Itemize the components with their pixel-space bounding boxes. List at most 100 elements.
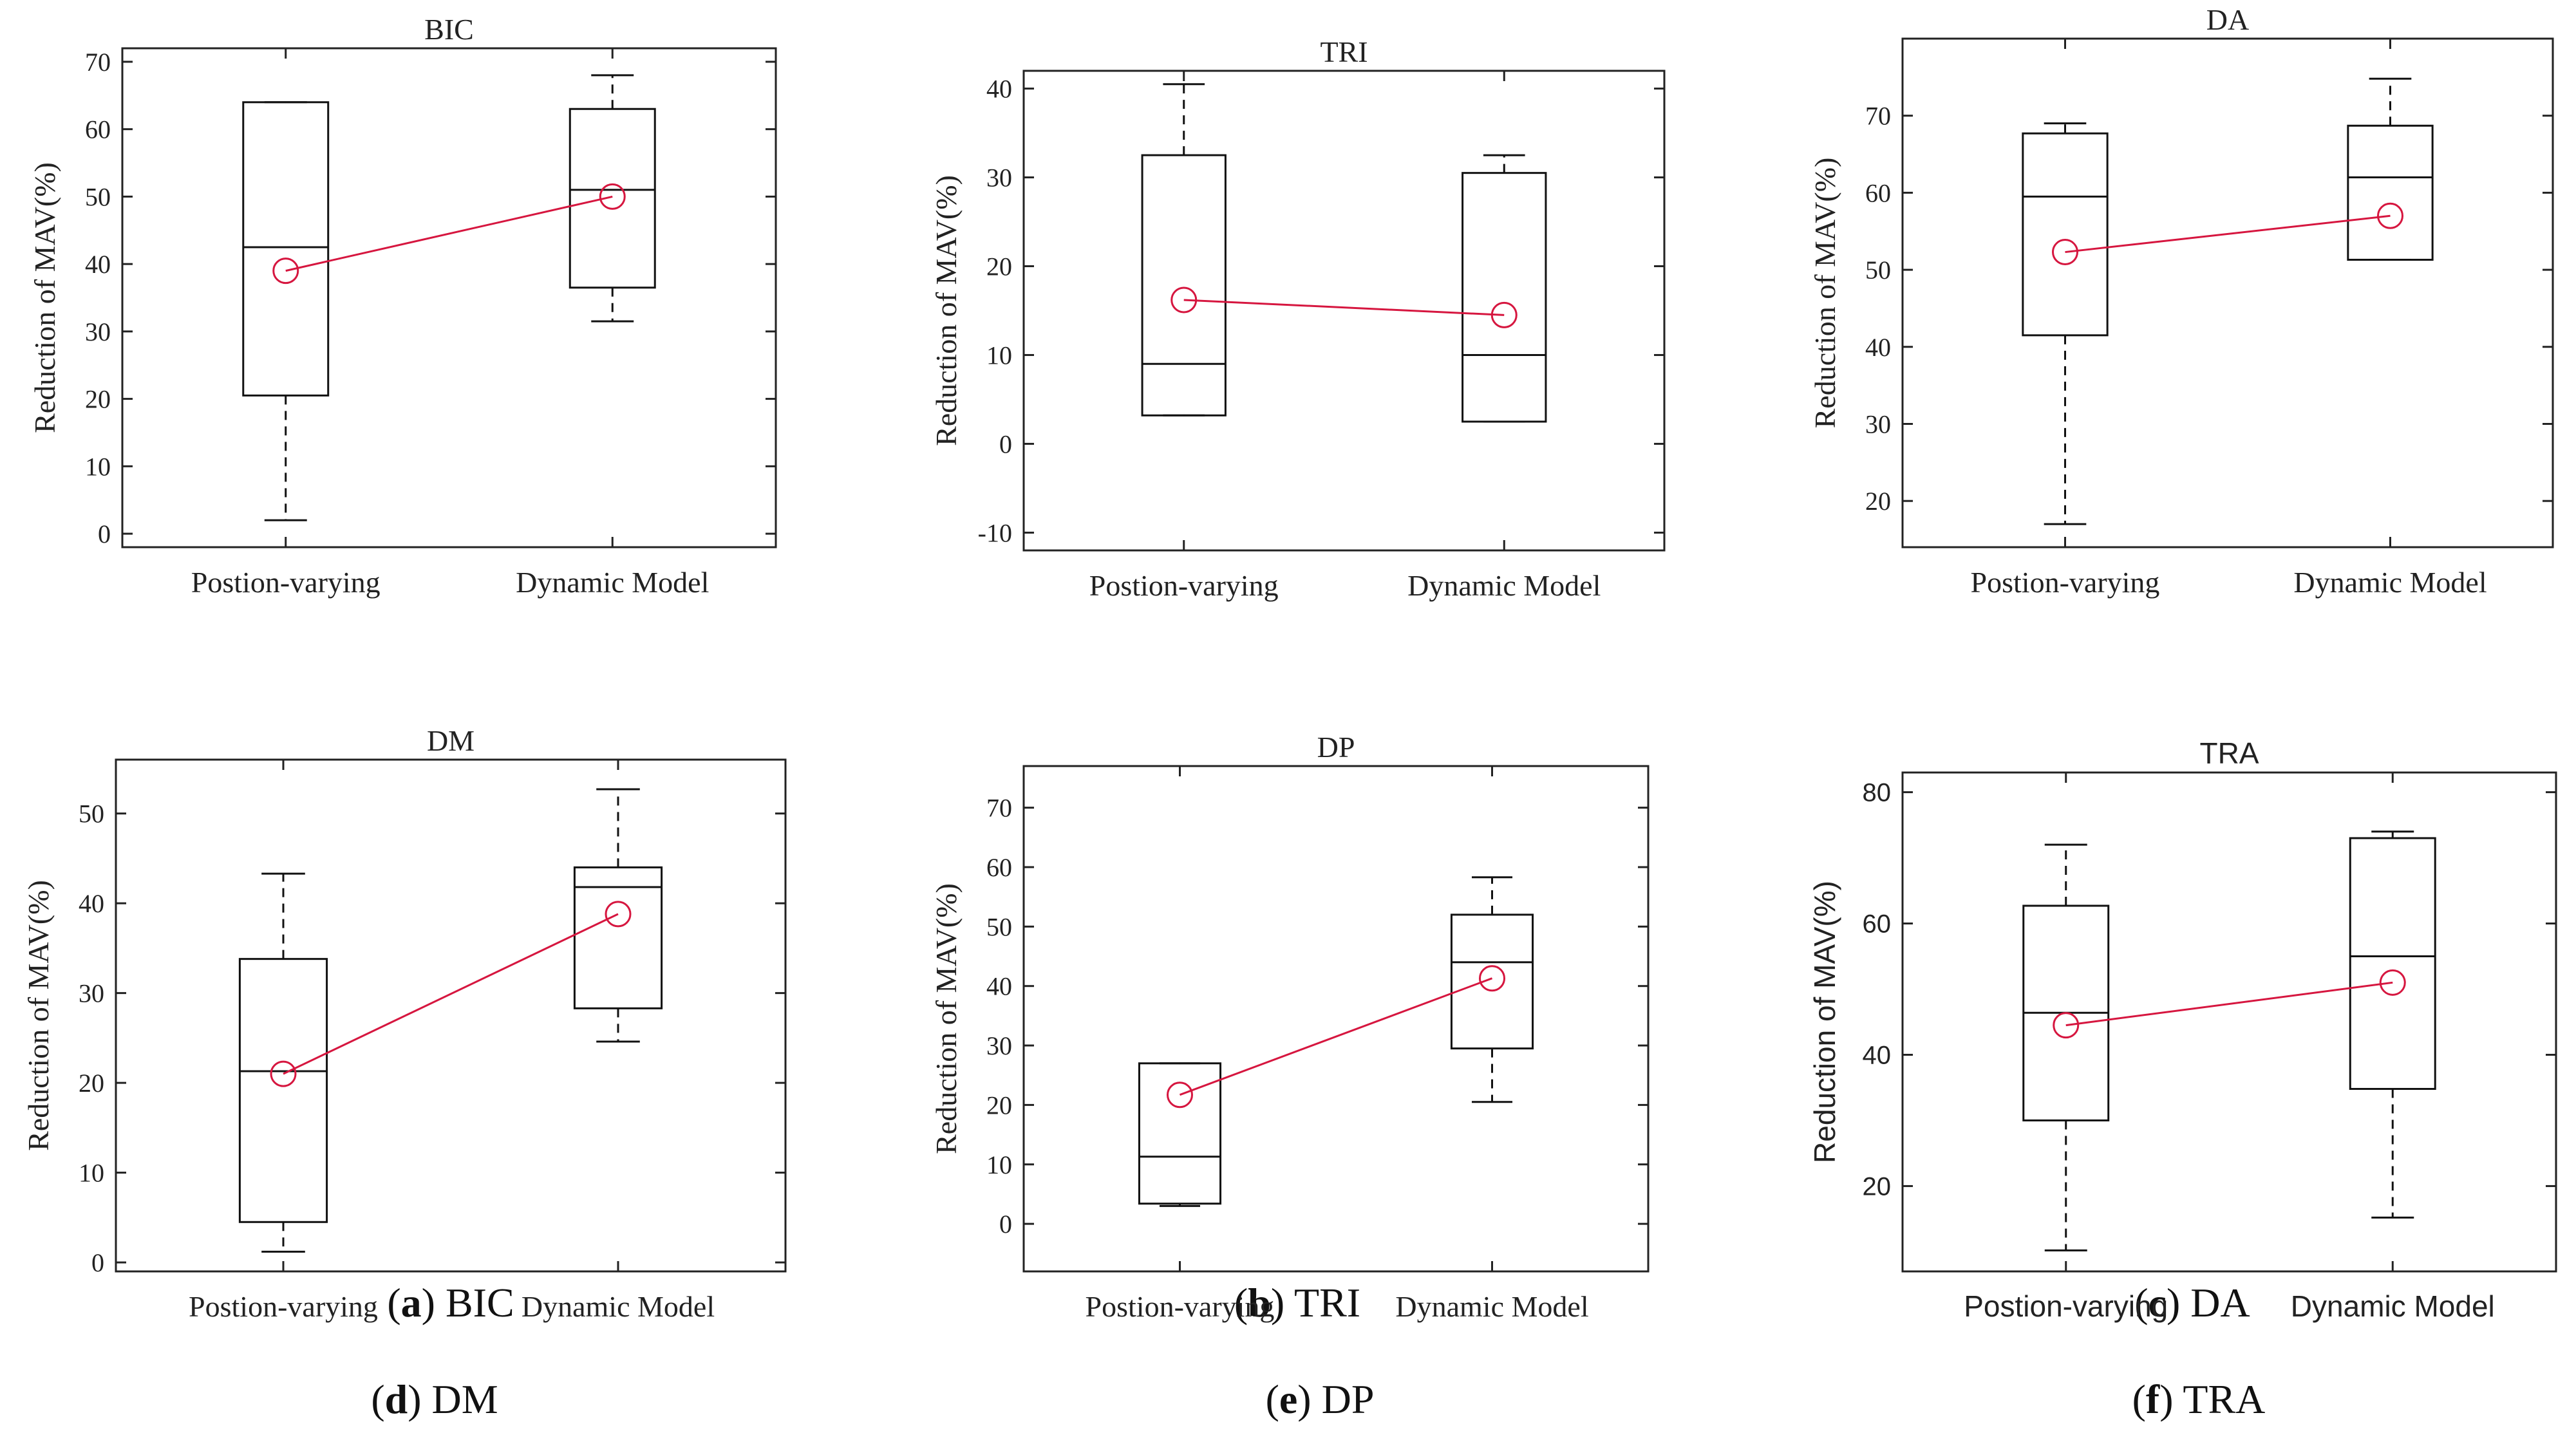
x-category-label: Postion-varying [1089,569,1279,602]
y-tick-label: 10 [986,1150,1012,1179]
chart-title: TRI [1320,35,1368,68]
iqr-box [2348,126,2432,259]
box-postion-varying [243,102,328,520]
box-dynamic-model [570,75,655,321]
y-axis-label: Reduction of MAV(%) [930,175,963,446]
y-tick-label: 40 [986,75,1012,104]
y-tick-label: 50 [79,800,104,829]
chart-panel-da: DA 20 30 40 50 60 70 Reduction of MAV(%) Postion… [1809,3,2553,599]
x-category-label: Postion-varying [189,1290,378,1323]
y-tick-label: 50 [1865,256,1891,285]
y-tick-label: 20 [986,1091,1012,1119]
plot-frame [116,760,785,1271]
x-category-label: Dynamic Model [2293,566,2487,599]
y-axis-label: Reduction of MAV(%) [22,880,55,1151]
y-axis-label: Reduction of MAV(%) [28,162,61,433]
iqr-box [1451,915,1532,1049]
chart-title: DP [1317,731,1355,763]
y-tick-label: 70 [85,48,111,77]
box-postion-varying [240,874,326,1251]
panel-caption: (e) DP [1266,1376,1375,1422]
chart-panel-bic: BIC010203040506070Reduction of MAV(%)Pos… [28,13,776,599]
y-tick-label: 20 [1865,487,1891,516]
iqr-box [1463,173,1546,422]
y-axis-label: Reduction of MAV(%) [1809,158,1841,429]
x-category-label: Dynamic Model [2291,1289,2495,1323]
y-tick-label: 40 [1863,1041,1892,1069]
chart-panel-tri: TRI -10 0 10 20 30 40 Reduction of MAV(%) Postio… [930,35,1664,602]
mean-trend-line [283,914,618,1074]
box-postion-varying [2024,845,2109,1250]
y-tick-label: 0 [999,429,1012,458]
chart-title: TRA [2200,736,2259,770]
caption-name: DA [2190,1280,2250,1325]
y-tick-label: 30 [1865,409,1891,438]
box-postion-varying [1142,84,1225,416]
y-tick-label: 60 [986,853,1012,882]
iqr-box [243,102,328,396]
y-tick-label: 30 [85,317,111,346]
y-tick-label: 80 [1863,779,1892,807]
iqr-box [240,959,326,1222]
y-tick-label: 10 [986,341,1012,370]
caption-letter: d [385,1376,408,1422]
plot-frame [1903,39,2553,547]
x-category-label: Postion-varying [1086,1290,1275,1323]
box-dynamic-model [574,789,661,1042]
chart-title: DA [2206,3,2249,36]
panel-caption: (f) TRA [2132,1376,2266,1422]
y-tick-label: 0 [91,1248,104,1277]
caption-name: DP [1322,1376,1375,1422]
chart-panel-dp: DP 0 10 20 30 40 50 60 70 Reduction of MAV(%) Post… [930,731,1648,1323]
y-tick-label: 10 [85,452,111,481]
caption-name: TRI [1294,1280,1360,1325]
y-tick-label: 60 [1863,910,1892,939]
caption-name: DM [432,1376,498,1422]
y-tick-label: 20 [79,1069,104,1098]
caption-letter: e [1279,1376,1297,1422]
caption-name: BIC [446,1280,514,1325]
chart-panel-tra: TRA 20 40 60 80 Reduction of MAV(%) Postion-va… [1808,736,2556,1323]
y-tick-label: 40 [986,972,1012,1001]
chart-title: DM [427,724,475,757]
x-category-label: Dynamic Model [1395,1290,1588,1323]
iqr-box [1142,155,1225,415]
x-category-label: Dynamic Model [1407,569,1601,602]
panel-caption: (d) DM [371,1376,498,1422]
y-axis-label: Reduction of MAV(%) [1808,881,1841,1163]
caption-letter: a [401,1280,422,1325]
x-category-label: Postion-varying [1971,566,2160,599]
y-tick-label: 30 [986,1031,1012,1060]
mean-trend-line [1184,300,1505,315]
y-axis-label: Reduction of MAV(%) [930,883,963,1154]
y-tick-label: 40 [85,250,111,279]
box-dynamic-model [1463,155,1546,422]
mean-trend-line [2065,216,2391,252]
panel-caption: (a) BIC [387,1280,514,1325]
x-category-label: Postion-varying [1964,1289,2168,1323]
caption-letter: f [2146,1376,2160,1422]
y-tick-label: 60 [1865,178,1891,207]
y-tick-label: 70 [986,794,1012,823]
y-tick-label: 50 [85,182,111,211]
y-tick-label: 20 [1863,1172,1892,1201]
x-category-label: Postion-varying [191,566,381,599]
y-tick-label: 40 [79,889,104,918]
y-tick-label: 40 [1865,333,1891,362]
iqr-box [574,867,661,1008]
y-tick-label: 0 [999,1210,1012,1239]
chart-title: BIC [424,13,474,46]
figure-canvas: BIC 0 10 20 30 40 50 60 70 Reduction of MAV(%) Pos… [0,0,2576,1442]
y-tick-label: -10 [978,518,1012,547]
iqr-box [2350,838,2435,1089]
mean-trend-line [286,196,613,270]
iqr-box [2023,133,2107,335]
plot-frame [1024,766,1648,1271]
mean-trend-line [2066,982,2393,1025]
box-dynamic-model [2348,79,2432,259]
y-tick-label: 30 [79,979,104,1008]
y-tick-label: 10 [79,1159,104,1188]
plot-frame [1903,772,2556,1271]
iqr-box [570,109,655,288]
y-tick-label: 20 [986,252,1012,281]
